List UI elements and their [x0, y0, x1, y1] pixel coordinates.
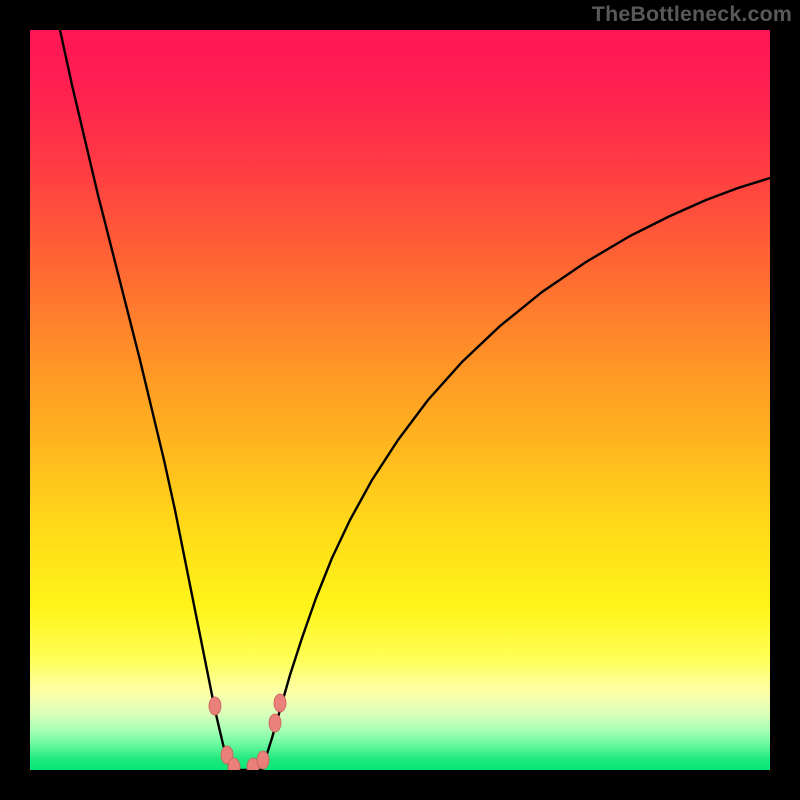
curve-marker [269, 714, 281, 732]
plot-area [30, 30, 770, 770]
curve-marker [257, 751, 269, 769]
bottleneck-curve [30, 30, 770, 770]
curve-marker [274, 694, 286, 712]
curve-marker [209, 697, 221, 715]
chart-frame: TheBottleneck.com [0, 0, 800, 800]
watermark-text: TheBottleneck.com [592, 2, 792, 27]
